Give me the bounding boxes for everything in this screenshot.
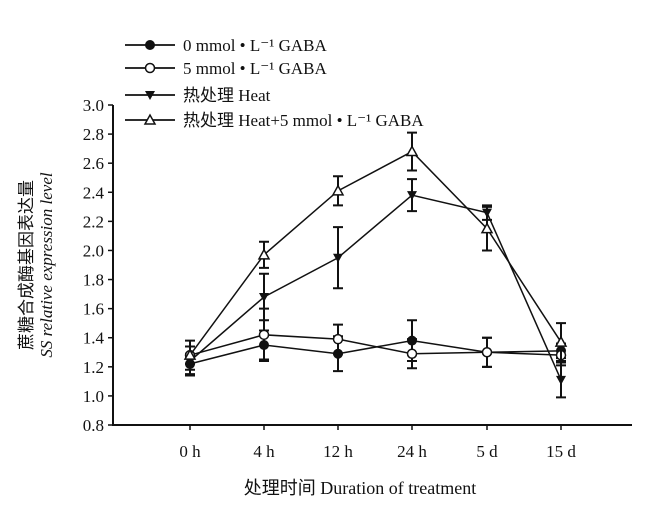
legend-label: 热处理 Heat: [183, 86, 271, 105]
x-axis-label: 处理时间 Duration of treatment: [244, 478, 476, 498]
marker-triangle-up: [554, 335, 568, 347]
plot-area: [183, 131, 568, 399]
series-3: [183, 131, 568, 365]
y-tick-label: 1.8: [83, 271, 104, 290]
marker-triangle-up: [405, 145, 419, 157]
marker-open-circle: [481, 347, 493, 358]
y-tick-label: 2.6: [83, 154, 104, 173]
marker-triangle-down: [145, 91, 155, 100]
y-tick-label: 2.2: [83, 212, 104, 231]
series-line: [189, 194, 562, 381]
x-tick-label: 12 h: [323, 442, 353, 461]
marker-open-circle: [332, 333, 344, 345]
axes: 0.8 1.0 1.2 1.4 1.6 1.8 2.0 2.2 2.4 2.6 2.8 3.0 0 h 4…: [83, 96, 632, 461]
marker-triangle-down: [259, 293, 269, 302]
y-axis-label: SS relative expression level: [37, 172, 56, 357]
series-2: [185, 178, 566, 399]
marker-open-circle: [258, 329, 270, 341]
y-tick-label: 1.6: [83, 300, 104, 319]
x-tick-label: 5 d: [476, 442, 498, 461]
marker-open-circle: [406, 348, 418, 359]
y-tick-label: 1.2: [83, 358, 104, 377]
marker-triangle-up: [480, 222, 494, 234]
legend: 0 mmol • L⁻¹ GABA 5 mmol • L⁻¹ GABA 热处理 He…: [125, 36, 424, 130]
legend-label: 5 mmol • L⁻¹ GABA: [183, 59, 327, 78]
marker-triangle-up: [331, 184, 345, 196]
x-tick-label: 4 h: [253, 442, 275, 461]
x-tick-label: 15 d: [546, 442, 576, 461]
y-tick-label: 2.4: [83, 183, 105, 202]
y-tick-label: 2.8: [83, 125, 104, 144]
marker-triangle-up: [257, 248, 271, 260]
marker-triangle-up: [183, 348, 197, 360]
marker-open-circle: [144, 62, 156, 74]
y-tick-label: 1.0: [83, 387, 104, 406]
marker-filled-circle: [145, 40, 155, 50]
x-tick-label: 0 h: [179, 442, 201, 461]
marker-triangle-down: [556, 375, 566, 385]
marker-triangle-down: [407, 191, 417, 201]
marker-triangle-down: [333, 253, 343, 263]
y-tick-label: 0.8: [83, 416, 104, 435]
marker-triangle-up: [143, 113, 157, 125]
series-line: [189, 334, 562, 356]
y-tick-label: 1.4: [83, 329, 105, 348]
series-line: [189, 150, 562, 356]
legend-label: 0 mmol • L⁻¹ GABA: [183, 36, 327, 55]
x-tick-label: 24 h: [397, 442, 427, 461]
y-axis-label-cn: 蔗糖合成酶基因表达量: [17, 180, 36, 350]
legend-label: 热处理 Heat+5 mmol • L⁻¹ GABA: [183, 111, 424, 130]
y-tick-label: 3.0: [83, 96, 104, 115]
series-1: [184, 307, 567, 371]
y-tick-label: 2.0: [83, 241, 104, 260]
